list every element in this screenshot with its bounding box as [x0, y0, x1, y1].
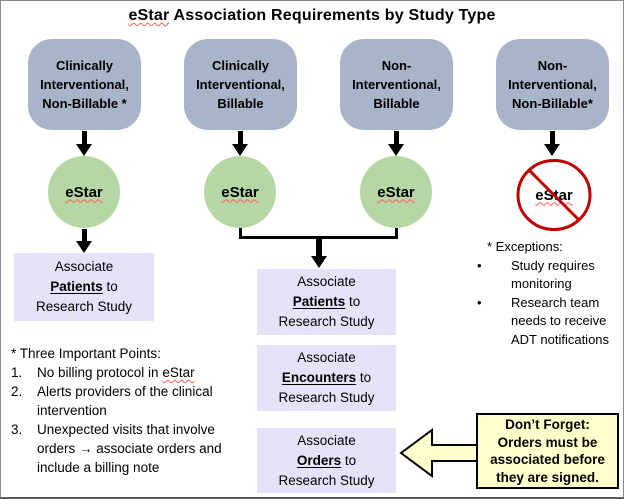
assoc-line: Research Study	[278, 390, 375, 405]
study-type-line: Interventional,	[40, 77, 129, 92]
down-arrow-icon	[76, 229, 92, 253]
title-estar-word: eStar	[128, 7, 170, 24]
estar-circle: eStar	[360, 156, 432, 228]
prohibition-slash-icon	[527, 168, 581, 222]
points-item-text: Unexpected visits that involve orders → …	[37, 422, 222, 475]
exceptions-item: • Research team needs to receive ADT not…	[477, 294, 623, 350]
study-type-box-non-interventional-billable: Non- Interventional, Billable	[340, 39, 453, 130]
exceptions-note: * Exceptions: • Study requires monitorin…	[477, 238, 623, 349]
association-box-patients: Associate Patients to Research Study	[257, 269, 396, 335]
estar-label: eStar	[221, 183, 259, 201]
points-item-text: Alerts providers of the clinical interve…	[37, 384, 213, 418]
callout-line: Don’t Forget:	[505, 417, 590, 432]
study-type-line: Clinically	[55, 58, 114, 73]
assoc-keyword: Orders	[296, 452, 342, 468]
study-type-line: Non-Billable*	[512, 96, 593, 111]
estar-label: eStar	[65, 183, 103, 201]
association-box-encounters: Associate Encounters to Research Study	[257, 345, 396, 411]
study-type-line: Billable	[217, 96, 264, 111]
study-type-box-clinically-interventional-billable: Clinically Interventional, Billable	[184, 39, 297, 130]
study-type-box-non-interventional-non-billable: Non- Interventional, Non-Billable*	[496, 39, 609, 130]
association-box-patients-left: Associate Patients to Research Study	[14, 253, 154, 321]
merge-down-arrow-icon	[311, 236, 327, 268]
study-type-box-clinically-interventional-non-billable: Clinically Interventional, Non-Billable …	[28, 39, 141, 130]
exceptions-item-text: Study requires monitoring	[511, 257, 595, 292]
estar-label: eStar	[377, 183, 415, 201]
callout-line: Orders must be	[497, 434, 598, 450]
no-estar-symbol: eStar	[515, 157, 593, 233]
assoc-line: Research Study	[278, 472, 375, 488]
important-points-note: * Three Important Points: 1. No billing …	[11, 344, 243, 477]
study-type-line: Non-	[381, 58, 412, 73]
callout-left-arrow-icon	[399, 428, 478, 478]
down-arrow-icon	[76, 131, 92, 156]
points-item-number: 3.	[11, 422, 23, 437]
study-type-line: Clinically	[211, 58, 270, 73]
page-title: eStar Association Requirements by Study …	[1, 7, 623, 25]
title-rest: Association Requirements by Study Type	[169, 7, 496, 24]
assoc-line: Associate	[297, 432, 356, 448]
dont-forget-callout: Don’t Forget: Orders must be associated …	[476, 413, 619, 489]
study-type-line: Interventional,	[508, 77, 597, 92]
estar-circle: eStar	[48, 156, 120, 228]
callout-line: associated before	[490, 452, 605, 467]
down-arrow-icon	[232, 131, 248, 156]
study-type-line: Interventional,	[352, 77, 441, 92]
assoc-line: Encounters to	[281, 370, 372, 385]
points-item-number: 2.	[11, 384, 23, 399]
assoc-keyword: Encounters	[281, 370, 357, 385]
points-header: * Three Important Points:	[11, 346, 161, 361]
exceptions-item: • Study requires monitoring	[477, 257, 623, 294]
points-item: 2. Alerts providers of the clinical inte…	[11, 382, 243, 420]
down-arrow-icon	[388, 131, 404, 156]
assoc-line: Associate	[297, 350, 356, 365]
assoc-line: Patients to	[50, 279, 118, 294]
study-type-line: Billable	[373, 96, 420, 111]
points-item-number: 1.	[11, 365, 23, 380]
merge-bracket-right-line	[395, 228, 398, 239]
points-item: 3. Unexpected visits that involve orders…	[11, 420, 243, 477]
assoc-keyword: Patients	[50, 279, 103, 294]
association-box-orders: Associate Orders to Research Study	[257, 428, 396, 493]
assoc-line: Research Study	[278, 314, 375, 329]
assoc-keyword: Patients	[292, 294, 346, 309]
assoc-line: Associate	[297, 274, 356, 289]
assoc-line: Associate	[54, 259, 114, 274]
points-item: 1. No billing protocol in eStar	[11, 363, 243, 382]
estar-word: eStar	[162, 365, 195, 380]
bullet-icon: •	[477, 257, 482, 273]
assoc-line: Patients to	[292, 294, 361, 309]
study-type-line: Non-	[537, 58, 568, 73]
callout-line: they are signed.	[496, 469, 599, 485]
study-type-line: Non-Billable *	[42, 96, 127, 111]
bullet-icon: •	[477, 294, 482, 310]
points-item-text: No billing protocol in eStar	[37, 365, 195, 380]
down-arrow-icon	[544, 131, 560, 156]
study-type-line: Interventional,	[196, 77, 285, 92]
assoc-line: Orders to	[296, 452, 357, 468]
merge-bracket-left-line	[239, 228, 242, 239]
assoc-line: Research Study	[35, 299, 133, 314]
estar-circle: eStar	[204, 156, 276, 228]
exceptions-header: * Exceptions:	[487, 239, 563, 254]
exceptions-item-text: Research team needs to receive ADT notif…	[511, 294, 610, 347]
